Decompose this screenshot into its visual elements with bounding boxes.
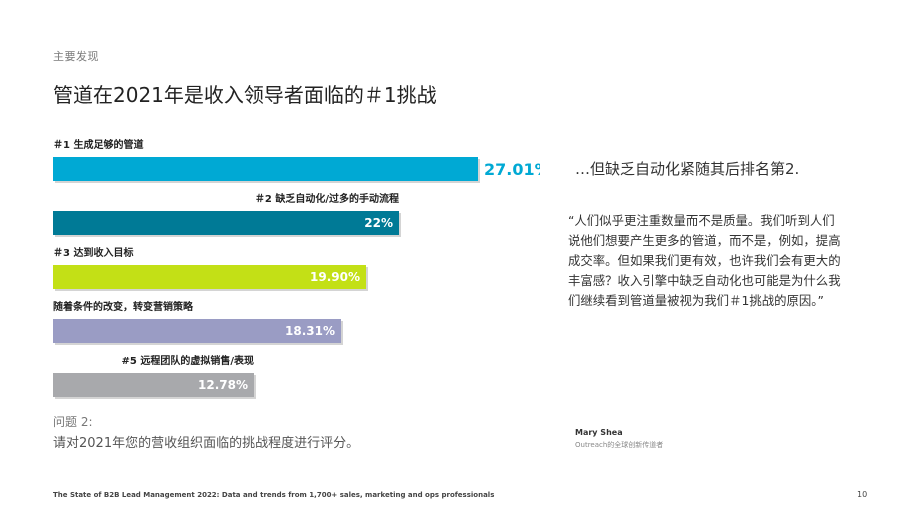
- bar: [53, 265, 366, 289]
- bar: [53, 157, 478, 181]
- category-label: 随着条件的改变，转变营销策略: [53, 300, 194, 313]
- value-label: 18.31%: [285, 324, 335, 338]
- question-number: 问题 2:: [53, 415, 93, 429]
- category-label: ＃1 生成足够的管道: [53, 138, 143, 151]
- bar: [53, 373, 254, 397]
- bar: [53, 211, 399, 235]
- category-label: ＃3 达到收入目标: [53, 246, 133, 259]
- value-label: 22%: [364, 216, 393, 230]
- category-label: #5 远程团队的虚拟销售/表现: [122, 354, 254, 367]
- value-label: 27.01%: [484, 160, 540, 179]
- bar-chart: ＃1 生成足够的管道 27.01% ＃2 缺乏自动化/过多的手动流程 22% ＃3 达到…: [53, 138, 540, 399]
- quote-author-role: Outreach的全球创新传道者: [575, 441, 664, 449]
- value-label: 19.90%: [310, 270, 360, 284]
- category-label: ＃2 缺乏自动化/过多的手动流程: [255, 192, 399, 205]
- quote-heading: …但缺乏自动化紧随其后排名第2.: [575, 160, 800, 178]
- value-label: 12.78%: [198, 378, 248, 392]
- section-eyebrow: 主要发现: [53, 50, 99, 63]
- quote-text: “人们似乎更注重数量而不是质量。我们听到人们说他们想要产生更多的管道，而不是，例…: [568, 213, 841, 308]
- page-number: 10: [857, 490, 868, 499]
- question-text: 请对2021年您的营收组织面临的挑战程度进行评分。: [53, 436, 360, 451]
- quote-author: Mary Shea: [575, 428, 623, 437]
- bar: [53, 319, 341, 343]
- page-title: 管道在2021年是收入领导者面临的＃1挑战: [53, 83, 437, 107]
- footer-text: The State of B2B Lead Management 2022: D…: [53, 491, 495, 499]
